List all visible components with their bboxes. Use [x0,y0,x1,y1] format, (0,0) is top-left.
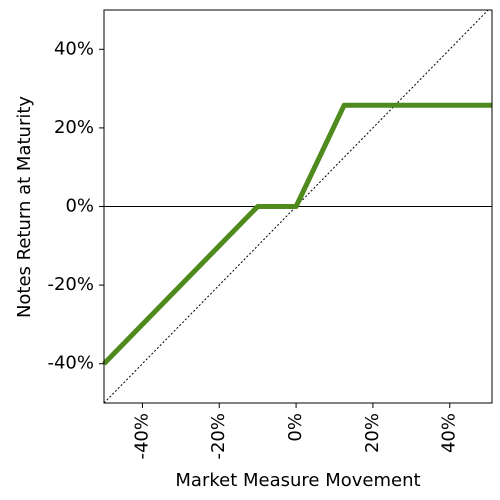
plot-frame [103,9,493,404]
x-tick-label: 40% [439,413,460,453]
y-tick-label: -40% [47,353,94,374]
series-line [103,9,489,404]
x-tick-label: -40% [131,413,152,460]
series-line [102,102,492,366]
x-tick-label: 0% [285,413,306,442]
x-tick-label: -20% [208,413,229,460]
y-tick-label: -20% [47,274,94,295]
x-tick-label: 20% [362,413,383,453]
y-axis-label: Notes Return at Maturity [14,96,35,318]
x-axis-label: Market Measure Movement [175,470,420,491]
y-tick-label: 20% [54,117,94,138]
y-tick-label: 40% [54,38,94,59]
y-tick-label: 0% [65,196,94,217]
